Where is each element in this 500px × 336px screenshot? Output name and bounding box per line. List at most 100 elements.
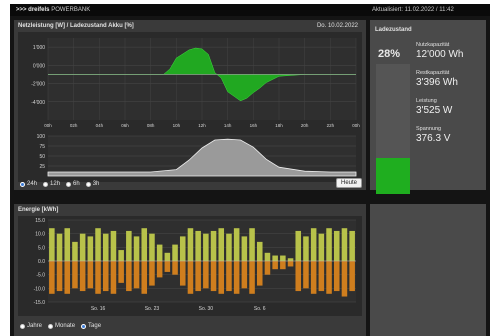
energy-bar-positive xyxy=(156,244,163,261)
x-tick-label: 00h xyxy=(44,123,52,128)
energy-bar-positive xyxy=(318,233,325,261)
radio-icon[interactable] xyxy=(20,181,25,187)
energy-bar-positive xyxy=(179,236,186,261)
energy-bar-negative xyxy=(49,261,55,294)
metric-label-remaining: Restkapazität xyxy=(416,70,450,76)
energy-bar-positive xyxy=(272,255,278,261)
period-option-label: Jahre xyxy=(27,323,43,329)
y-tick-label: 5.0 xyxy=(38,245,45,251)
energy-bar-positive xyxy=(102,233,109,261)
energy-chart: 15.0 10.0 5.0 0.0 -5.0 -10.0 -15.0 So. 16 So. 23… xyxy=(18,216,362,316)
energy-bar-positive xyxy=(126,230,132,261)
energy-bar-positive xyxy=(310,228,317,261)
radio-icon[interactable] xyxy=(66,181,72,187)
period-option[interactable]: Tage xyxy=(81,323,101,329)
energy-bar-positive xyxy=(287,258,294,261)
energy-panel: Energie [kWh] 15.0 10.0 5.0 0.0 -5.0 -10.0 -15… xyxy=(14,204,366,336)
energy-chart-svg: 15.0 10.0 5.0 0.0 -5.0 -10.0 -15.0 So. 16 So. 23… xyxy=(34,218,356,312)
x-tick-label: 02h xyxy=(70,123,78,128)
energy-bar-negative xyxy=(133,261,140,289)
energy-bar-negative xyxy=(79,261,86,292)
dashboard-frame: >>> dreifels POWERBANK Aktualisiert: 11.… xyxy=(10,4,490,336)
period-option[interactable]: Jahre xyxy=(20,323,42,329)
energy-panel-title: Energie [kWh] xyxy=(18,207,59,213)
energy-bar-negative xyxy=(102,261,109,292)
energy-bar-negative xyxy=(272,261,278,270)
radio-icon[interactable] xyxy=(43,181,49,187)
energy-bar-negative xyxy=(72,261,78,289)
status-title: Ladezustand xyxy=(375,27,412,33)
energy-bar-negative xyxy=(95,261,101,294)
energy-bar-positive xyxy=(280,255,286,261)
y-tick-label: 0'000 xyxy=(33,63,45,69)
updated-timestamp: Aktualisiert: 11.02.2022 / 11:42 xyxy=(372,7,454,13)
y-tick-label: -4'000 xyxy=(31,100,45,106)
energy-bar-positive xyxy=(218,228,225,261)
energy-bar-negative xyxy=(256,261,263,286)
energy-bar-negative xyxy=(195,261,201,292)
energy-bar-negative xyxy=(87,261,94,289)
metric-label-power: Leistung xyxy=(416,98,437,104)
energy-bar-negative xyxy=(156,261,163,278)
y-tick-label: 75 xyxy=(39,144,45,150)
side-panel-empty xyxy=(370,204,486,336)
x-tick-label: 12h xyxy=(198,123,206,128)
range-option-label: 3h xyxy=(92,181,100,187)
energy-bar-positive xyxy=(249,228,255,261)
energy-bar-positive xyxy=(172,244,178,261)
energy-bar-positive xyxy=(341,228,348,261)
energy-bar-negative xyxy=(295,261,302,292)
energy-bar-positive xyxy=(72,241,78,261)
brand-prefix: >>> dreifels xyxy=(16,7,50,13)
y-tick-label: 50 xyxy=(39,154,45,160)
range-option-label: 24h xyxy=(27,181,38,187)
radio-icon[interactable] xyxy=(85,181,91,187)
range-option[interactable]: 6h xyxy=(66,181,80,187)
energy-bar-positive xyxy=(195,230,201,261)
x-tick-label: So. 16 xyxy=(91,306,106,312)
energy-bar-negative xyxy=(126,261,132,292)
energy-bar-negative xyxy=(226,261,232,292)
y-tick-label: -15.0 xyxy=(34,300,46,306)
soc-area-series xyxy=(47,138,357,177)
radio-icon[interactable] xyxy=(48,323,54,329)
range-option[interactable]: 12h xyxy=(43,181,60,187)
energy-bar-negative xyxy=(210,261,217,292)
metric-value-capacity: 12'000 Wh xyxy=(416,49,464,60)
metric-value-remaining: 3'396 Wh xyxy=(416,77,458,88)
energy-bar-positive xyxy=(79,233,86,261)
period-option-label: Tage xyxy=(88,323,102,329)
energy-bar-negative xyxy=(64,261,71,294)
status-panel: Ladezustand 28% Nutzkapazität 12'000 Wh … xyxy=(370,20,486,194)
today-button[interactable]: Heute xyxy=(336,178,363,188)
battery-gauge xyxy=(376,64,410,194)
energy-bar-positive xyxy=(203,233,209,261)
x-tick-label: So. 30 xyxy=(199,306,214,312)
range-option[interactable]: 3h xyxy=(85,181,100,187)
energy-bar-negative xyxy=(164,261,171,272)
power-chart: 1'000 0'000 -2'000 -4'000 00h 02h 04h 06h 08h 10h… xyxy=(18,32,362,182)
energy-bar-negative xyxy=(110,261,117,294)
y-tick-label: 100 xyxy=(37,134,46,140)
energy-bar-negative xyxy=(341,261,348,297)
y-tick-label: 10.0 xyxy=(35,232,45,238)
power-date: Do. 10.02.2022 xyxy=(316,23,358,29)
period-option[interactable]: Monate xyxy=(48,323,75,329)
x-tick-label: 06h xyxy=(121,123,129,128)
energy-bar-positive xyxy=(264,252,271,261)
energy-bar-negative xyxy=(280,261,286,270)
radio-icon[interactable] xyxy=(20,323,25,329)
energy-bar-positive xyxy=(303,236,309,261)
energy-bar-negative xyxy=(303,261,309,289)
energy-bar-negative xyxy=(233,261,240,294)
energy-bar-positive xyxy=(226,233,232,261)
header-bar: >>> dreifels POWERBANK Aktualisiert: 11.… xyxy=(10,4,490,16)
y-tick-label: 0.0 xyxy=(38,259,45,265)
y-tick-label: 15.0 xyxy=(35,218,45,224)
energy-bar-positive xyxy=(56,233,63,261)
radio-icon[interactable] xyxy=(81,323,87,329)
energy-bar-positive xyxy=(141,228,148,261)
range-option[interactable]: 24h xyxy=(20,181,37,187)
metric-value-voltage: 376.3 V xyxy=(416,133,451,144)
energy-bar-positive xyxy=(295,230,302,261)
